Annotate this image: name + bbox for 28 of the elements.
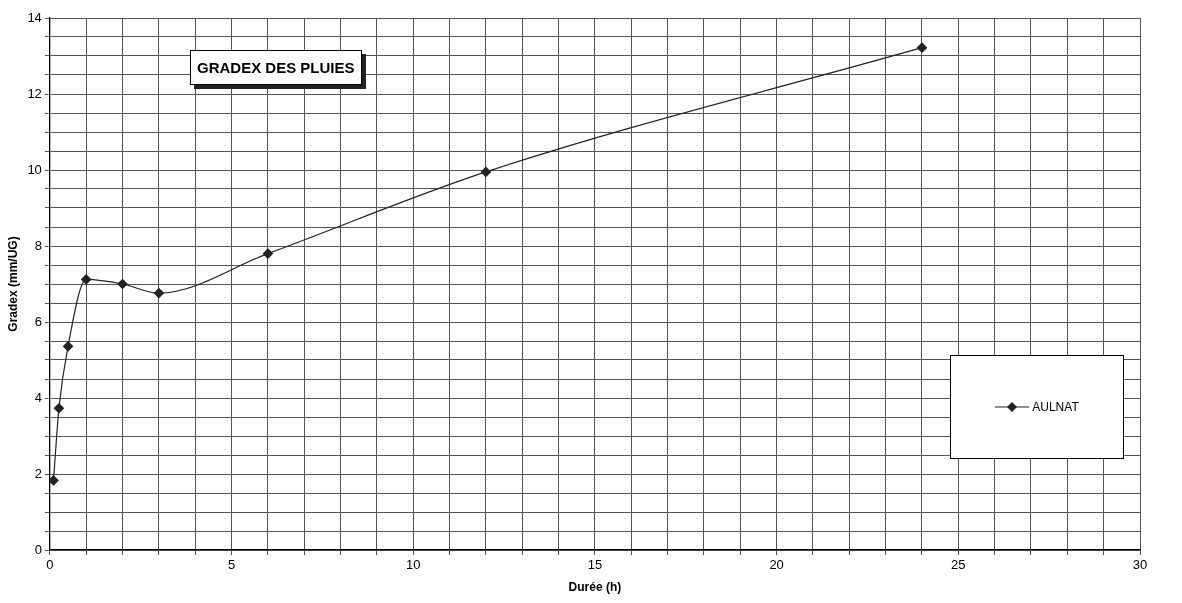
y-tick-label: 6 xyxy=(34,313,42,329)
point xyxy=(153,288,164,299)
point xyxy=(53,403,65,414)
legend: AULNAT xyxy=(950,355,1124,459)
x-tick-label: 10 xyxy=(406,557,421,573)
legend-label: AULNAT xyxy=(1032,400,1079,414)
point xyxy=(49,475,59,486)
y-tick-label: 2 xyxy=(34,465,42,481)
x-tick-label: 20 xyxy=(769,557,784,573)
y-tick-label: 14 xyxy=(27,9,42,25)
y-tick-label: 0 xyxy=(34,541,42,557)
point xyxy=(916,42,928,53)
x-tick-label: 30 xyxy=(1132,557,1148,573)
x-tick-label: 15 xyxy=(587,557,603,573)
y-tick-label: 12 xyxy=(27,85,42,101)
y-axis-title: Gradex (mm/UG) xyxy=(5,236,20,332)
point xyxy=(81,274,92,285)
y-tick-label: 4 xyxy=(34,389,42,405)
x-tick-label: 5 xyxy=(227,557,236,573)
point xyxy=(480,166,492,177)
y-tick-label: 8 xyxy=(34,237,42,253)
x-tick-label: 25 xyxy=(951,557,966,573)
x-axis-title: Durée (h) xyxy=(568,580,622,595)
x-tick-label: 0 xyxy=(46,557,54,573)
point xyxy=(62,341,74,352)
y-tick-label: 10 xyxy=(27,161,42,177)
point xyxy=(262,248,273,259)
text: GRADEX DES PLUIES xyxy=(190,50,362,85)
